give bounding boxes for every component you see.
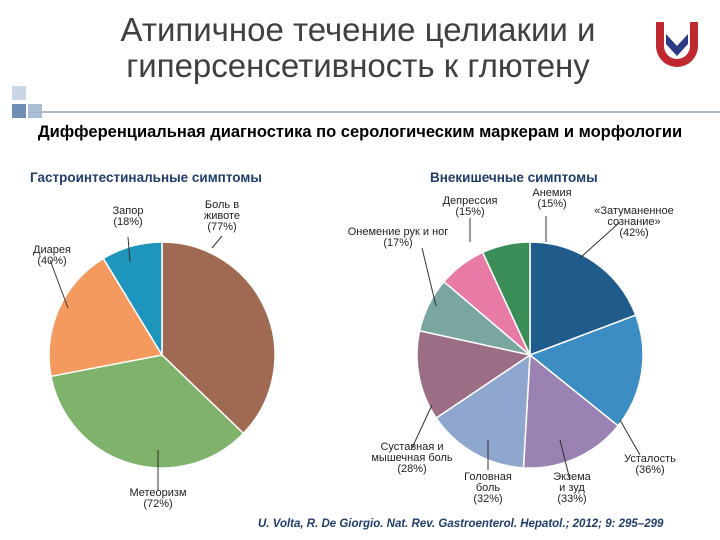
pie-slice-0-3 (102, 241, 163, 358)
leader-line-1-2 (559, 439, 571, 481)
slice-label-диарея: Диарея (40%) (33, 244, 71, 267)
pie-slice-0-2 (48, 257, 164, 378)
logo-icon (656, 22, 698, 67)
pie-slice-1-4 (416, 329, 532, 419)
leader-line-1-0 (579, 221, 621, 259)
leader-line-1-5 (421, 247, 437, 307)
pie-slice-1-1 (528, 314, 644, 427)
chart-subtitle: Дифференциальная диагностика по серологи… (37, 123, 683, 141)
pie-slice-1-7 (481, 241, 531, 356)
accent-square-2 (12, 104, 26, 118)
pie-slice-0-1 (50, 354, 245, 469)
slice-label-затуманенное-сознание: «Затуманенное сознание» (42%) (594, 205, 673, 239)
leader-line-1-1 (619, 419, 641, 456)
page-title: Атипичное течение целиакии и гиперсенсет… (120, 11, 596, 84)
slice-label-головная-боль: Головная боль (32%) (464, 471, 512, 505)
leader-line-0-3 (127, 236, 131, 263)
gi-section-title: Гастроинтестинальные симптомы (30, 170, 262, 185)
pie-slice-0-0 (161, 241, 276, 435)
accent-square-1 (12, 86, 26, 100)
slice-label-депрессия: Депрессия (15%) (443, 195, 498, 218)
slice-label-метеоризм: Метеоризм (72%) (129, 487, 186, 510)
leader-line-0-2 (49, 259, 69, 309)
slice-label-экзема-и-зуд: Экзема и зуд (33%) (553, 471, 591, 505)
extra-section-title: Внекишечные симптомы (430, 170, 598, 185)
leader-line-0-0 (211, 235, 223, 249)
slice-label-онемение-рук-и-ног: Онемение рук и ног (17%) (348, 226, 449, 249)
slice-label-анемия: Анемия (15%) (532, 187, 571, 210)
slice-label-суставная-и-мышечная-боль: Суставная и мышечная боль (28%) (371, 441, 453, 475)
slice-label-боль-в-животе: Боль в животе (77%) (204, 199, 240, 233)
header-divider (28, 111, 720, 113)
citation: U. Volta, R. De Giorgio. Nat. Rev. Gastr… (258, 518, 664, 530)
slice-label-запор: Запор (18%) (113, 205, 144, 228)
pie-slice-1-3 (435, 353, 531, 469)
pie-slice-1-2 (522, 353, 620, 469)
leader-line-1-4 (411, 404, 433, 449)
slice-label-усталость: Усталость (36%) (624, 453, 676, 476)
pie-slice-1-0 (529, 241, 637, 357)
